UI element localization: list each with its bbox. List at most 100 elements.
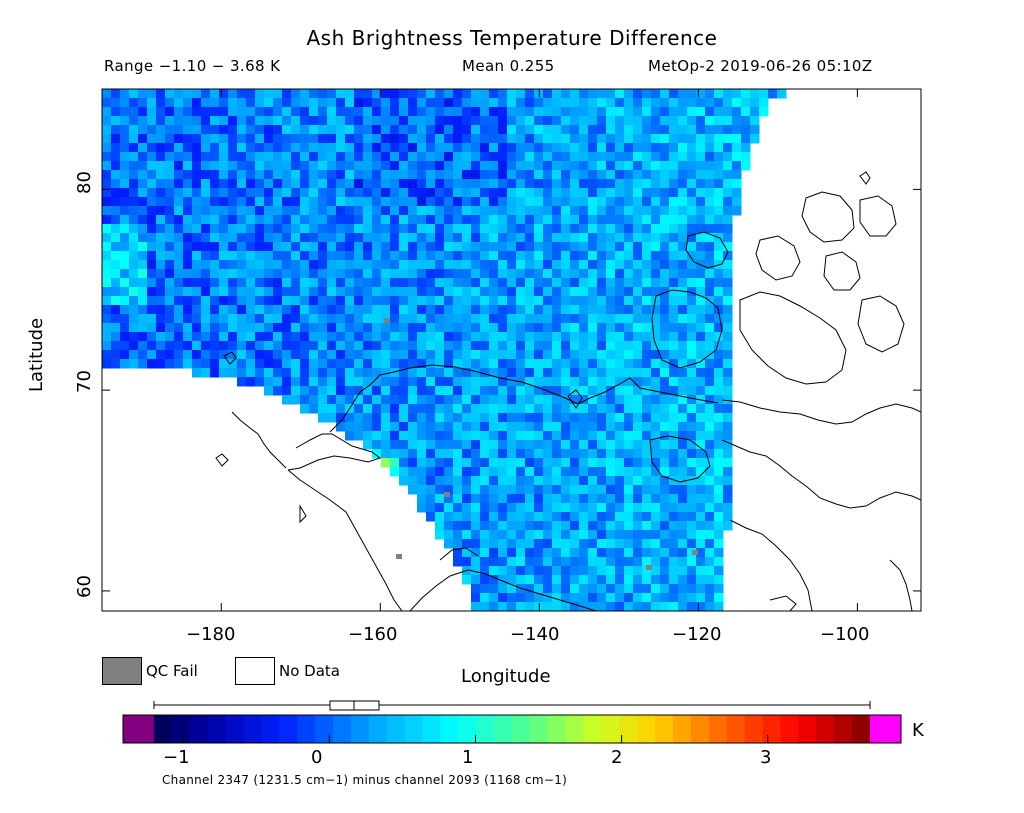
colorbar-step [154, 715, 173, 743]
colorbar-step [350, 715, 370, 743]
x-tick-marks [220, 89, 858, 611]
banks-island [651, 289, 723, 369]
channel-caption: Channel 2347 (1231.5 cm−1) minus channel… [162, 773, 568, 787]
x-tick-minus-160: −160 [348, 624, 398, 645]
colorbar-step [547, 715, 566, 743]
colorbar-step [368, 715, 387, 743]
colorbar-step [637, 715, 656, 743]
qc-fail-label: QC Fail [146, 662, 198, 680]
range-label: Range −1.10 − 3.68 K [104, 57, 281, 75]
cb-tick-1: 1 [462, 747, 474, 768]
no-data-label: No Data [279, 662, 340, 680]
chukotka-coast [231, 411, 287, 469]
colorbar-step [583, 715, 602, 743]
colorbar-step [440, 715, 459, 743]
seward-peninsula [287, 433, 382, 471]
arctic-islands-e [823, 251, 861, 291]
cb-tick-0: 0 [311, 747, 323, 768]
colorbar-step [691, 715, 710, 743]
x-tick-minus-120: −120 [672, 624, 722, 645]
island-small-4 [567, 389, 583, 409]
colorbar-step [816, 715, 835, 743]
colorbar-over-swatch [870, 715, 901, 743]
colorbar-step [458, 715, 477, 743]
colorbar-step [333, 715, 352, 743]
colorbar-step [834, 715, 853, 743]
y-tick-80: 80 [74, 171, 95, 194]
colorbar-step [225, 715, 244, 743]
colorbar-step [243, 715, 262, 743]
x-tick-minus-140: −140 [510, 624, 560, 645]
arctic-islands-a [739, 291, 847, 385]
mainland-north-canada [721, 439, 921, 509]
colorbar-step [476, 715, 495, 743]
colorbar-step [171, 715, 191, 743]
y-axis-label: Latitude [26, 317, 47, 392]
qc-fail-cell [396, 554, 402, 559]
colorbar-step [655, 715, 674, 743]
colorbar-step [762, 715, 781, 743]
no-data-swatch [235, 657, 275, 685]
arctic-islands-c [755, 235, 801, 281]
colorbar-step [261, 715, 280, 743]
colorbar-step [422, 715, 441, 743]
victoria-island [721, 399, 921, 425]
colorbar-steps [154, 715, 871, 743]
qc-fail-swatch [102, 657, 142, 685]
colorbar-step [386, 715, 405, 743]
arctic-islands-b [801, 191, 855, 243]
colorbar-step [726, 715, 745, 743]
y-tick-60: 60 [74, 575, 95, 598]
alaska-west-coast [287, 469, 403, 611]
colorbar-step [189, 715, 208, 743]
colorbar-under-swatch [123, 715, 154, 743]
cb-tick-2: 2 [611, 747, 623, 768]
x-tick-minus-100: −100 [820, 624, 870, 645]
river-ak [439, 547, 479, 561]
qc-fail-cell [692, 550, 698, 555]
colorbar-step [404, 715, 423, 743]
qc-fail-cell [444, 492, 450, 497]
ak-west-bits [299, 504, 307, 524]
colorbar-step [297, 715, 316, 743]
colorbar-step [512, 715, 531, 743]
colorbar-frame [122, 714, 902, 744]
mean-label: Mean 0.255 [462, 57, 555, 75]
island-small-3 [223, 351, 237, 365]
colorbar-step [601, 715, 620, 743]
colorbar [122, 700, 902, 744]
arctic-islands-g [685, 231, 729, 269]
island-small-1 [859, 171, 871, 185]
colorbar-tick-marks [182, 735, 769, 743]
colorbar-step [207, 715, 226, 743]
colorbar-step [619, 715, 638, 743]
lake-1 [769, 595, 797, 611]
y-tick-70: 70 [74, 370, 95, 393]
island-small-2 [215, 453, 229, 467]
colorbar-step [744, 715, 763, 743]
coastlines [215, 171, 921, 611]
colorbar-step [852, 715, 871, 743]
canada-east-coast [889, 559, 913, 611]
hudson-area [729, 519, 813, 611]
colorbar-unit: K [912, 720, 924, 741]
y-tick-marks [102, 188, 921, 592]
colorbar-step [673, 715, 692, 743]
figure-title: Ash Brightness Temperature Difference [306, 26, 718, 50]
colorbar-step [565, 715, 584, 743]
satellite-time-label: MetOp-2 2019-06-26 05:10Z [648, 57, 873, 75]
brightness-temperature-field [102, 89, 787, 611]
alaska-south-coast [409, 569, 597, 611]
colorbar-step [494, 715, 513, 743]
colorbar-step [780, 715, 799, 743]
arctic-islands-f [857, 295, 905, 353]
alaska-north-coast [329, 364, 719, 433]
cb-tick-3: 3 [760, 747, 772, 768]
colorbar-step [529, 715, 549, 743]
qc-fail-cell [384, 318, 390, 323]
great-bear-lake [649, 435, 711, 483]
arctic-islands-d [859, 195, 897, 237]
x-axis-label: Longitude [461, 666, 551, 687]
colorbar-step [798, 715, 817, 743]
